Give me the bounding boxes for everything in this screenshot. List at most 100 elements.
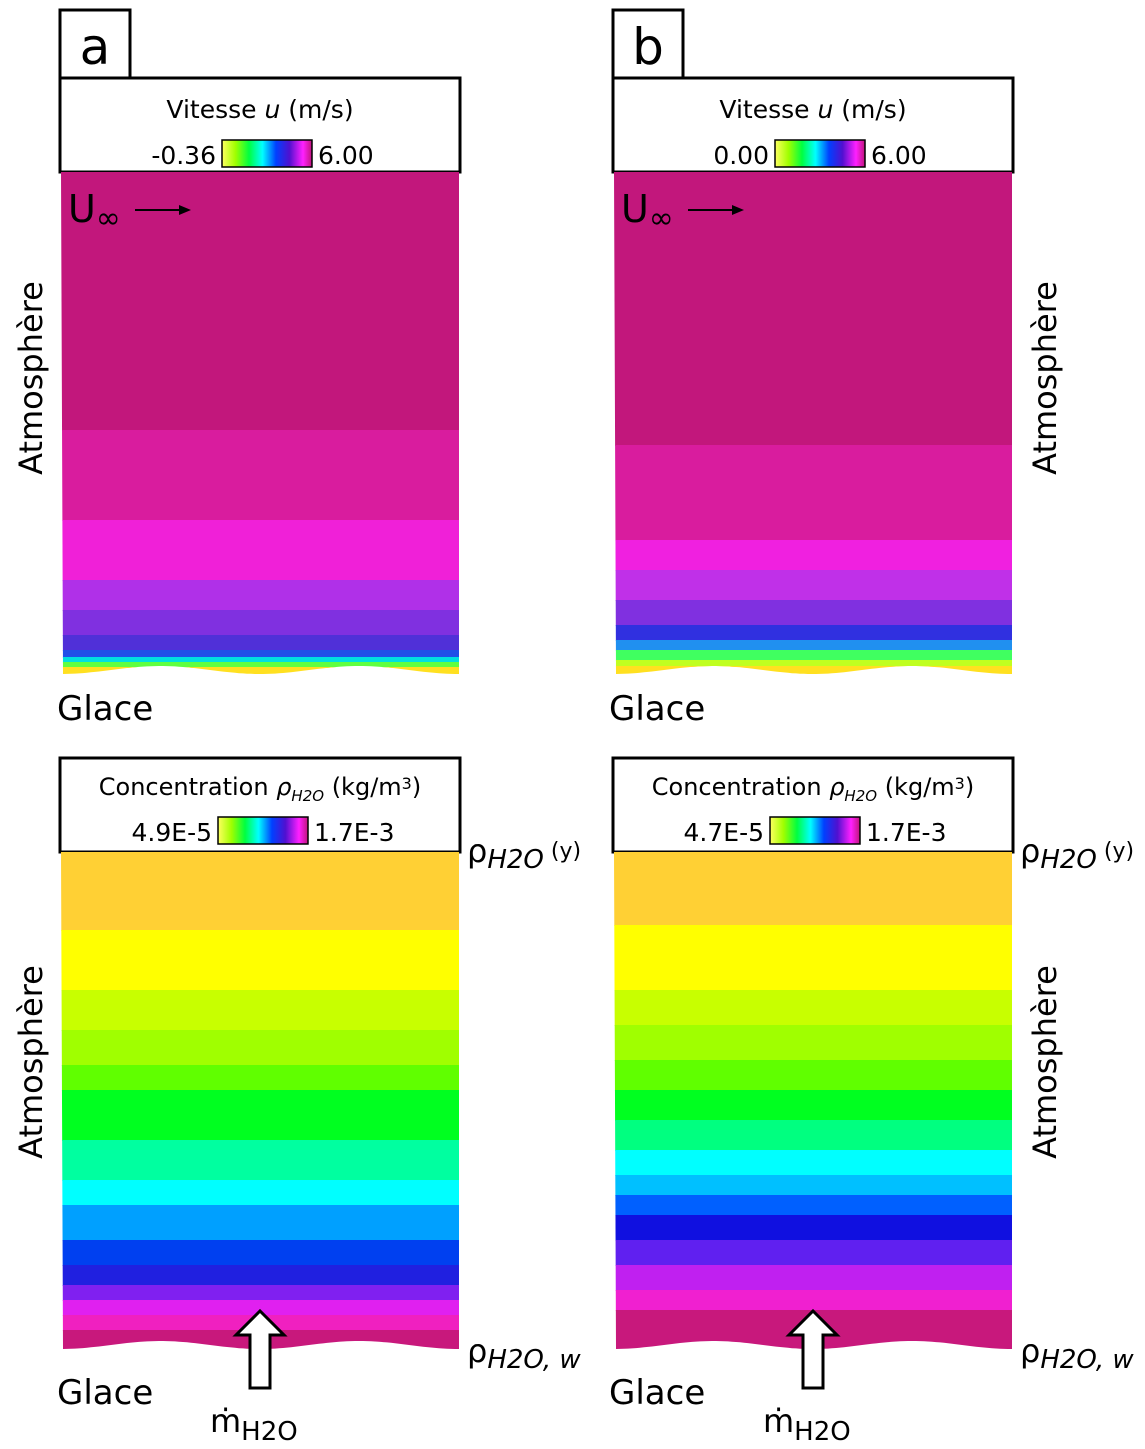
contour-band — [614, 1265, 1012, 1291]
contour-band — [61, 1180, 459, 1206]
contour-band — [614, 540, 1012, 571]
contour-band — [61, 1205, 459, 1241]
mass-flux-label-part: ṁ — [763, 1402, 794, 1440]
colorbar — [221, 139, 313, 168]
flux-arrow — [785, 1308, 841, 1390]
contour-band — [61, 1065, 459, 1091]
arrow-head — [179, 205, 191, 215]
contour-band — [614, 1025, 1012, 1061]
rho-wall-label-part: ρ — [467, 1332, 487, 1370]
mass-flux-label-part: ṁ — [210, 1402, 241, 1440]
contour-band — [614, 650, 1012, 661]
contour-band — [61, 610, 459, 636]
contour-band — [614, 990, 1012, 1026]
panel-label: b — [632, 18, 664, 76]
legend-max: 1.7E-3 — [866, 818, 946, 847]
freestream-label-part: ∞ — [96, 201, 121, 236]
legend-title-part: (m/s) — [833, 95, 906, 124]
contour-band — [61, 1300, 459, 1316]
contour-band — [61, 1265, 459, 1286]
legend-title-part: (kg/m — [877, 773, 955, 801]
contour-band — [61, 430, 459, 521]
contour-band — [614, 600, 1012, 626]
atmosphere-label: Atmosphère — [12, 281, 50, 475]
legend-title-part: (kg/m — [324, 773, 402, 801]
freestream-label: U∞ — [68, 187, 121, 236]
contour-band — [61, 990, 459, 1031]
contour-band — [614, 1175, 1012, 1196]
legend-title: Vitesse u (m/s) — [166, 95, 353, 124]
mass-flux-label: ṁH2O — [763, 1402, 851, 1447]
contour-band — [61, 930, 459, 991]
legend-title-part: Vitesse — [719, 95, 817, 124]
mass-flux-label-part: H2O — [794, 1417, 851, 1447]
contour-band — [614, 660, 1012, 667]
ice-label: Glace — [609, 689, 705, 729]
panel-label-box — [611, 8, 685, 80]
ice-label: Glace — [57, 1373, 153, 1413]
contour-band — [61, 667, 459, 674]
legend-max: 1.7E-3 — [314, 818, 394, 847]
contour-band — [614, 1215, 1012, 1241]
legend-title-part: u — [264, 95, 280, 124]
legend-title-part: 3 — [402, 774, 412, 793]
rho-top-label-part: H2O — [1040, 845, 1097, 875]
contour-band — [614, 1150, 1012, 1176]
colorbar — [774, 139, 866, 168]
legend-title-part: Concentration — [99, 773, 276, 801]
rho-wall-label-part: H2O, w — [1040, 1345, 1134, 1375]
legend-min: 4.9E-5 — [132, 818, 212, 847]
atmosphere-label: Atmosphère — [1026, 281, 1064, 475]
legend-title-part: ρ — [276, 773, 291, 801]
freestream-label-part: U — [68, 187, 96, 231]
atmosphere-label: Atmosphère — [1026, 965, 1064, 1159]
contour-band — [61, 1140, 459, 1181]
legend-title-part: ρ — [829, 773, 844, 801]
contour-field — [614, 852, 1012, 1349]
ice-label: Glace — [57, 689, 153, 729]
contour-field — [61, 852, 459, 1349]
contour-band — [614, 640, 1012, 651]
rho-top-label-part: (y) — [1097, 839, 1134, 864]
legend-max: 6.00 — [871, 141, 927, 170]
arrow-head — [732, 205, 744, 215]
contour-band — [61, 1285, 459, 1301]
rho-top-label: ρH2O (y) — [1020, 832, 1134, 875]
contour-band — [614, 445, 1012, 541]
contour-band — [614, 1195, 1012, 1216]
legend-title-part: 3 — [955, 774, 965, 793]
contour-band — [61, 1030, 459, 1066]
colorbar — [769, 816, 861, 845]
rho-wall-label-part: H2O, w — [487, 1345, 581, 1375]
legend-min: 4.7E-5 — [684, 818, 764, 847]
legend-title-part: H2O — [291, 787, 324, 805]
legend-title-part: ) — [412, 773, 421, 801]
contour-band — [61, 1090, 459, 1141]
legend-title-part: ) — [965, 773, 974, 801]
atmosphere-label: Atmosphère — [12, 965, 50, 1159]
contour-band — [61, 657, 459, 663]
contour-field — [614, 172, 1012, 674]
legend-title: Concentration ρH2O (kg/m3) — [652, 773, 974, 805]
contour-band — [61, 852, 459, 931]
contour-band — [61, 172, 459, 431]
legend-title-part: Vitesse — [166, 95, 264, 124]
contour-band — [61, 662, 459, 668]
contour-band — [61, 580, 459, 611]
legend-max: 6.00 — [318, 141, 374, 170]
legend-title-part: (m/s) — [280, 95, 353, 124]
contour-band — [614, 1090, 1012, 1121]
contour-band — [61, 650, 459, 658]
contour-band — [614, 570, 1012, 601]
rho-wall-label: ρH2O, w — [1020, 1332, 1134, 1375]
legend-title-part: H2O — [844, 787, 877, 805]
freestream-label: U∞ — [621, 187, 674, 236]
contour-band — [614, 172, 1012, 446]
legend-title: Vitesse u (m/s) — [719, 95, 906, 124]
freestream-label-part: U — [621, 187, 649, 231]
rho-top-label-part: ρ — [1020, 832, 1040, 870]
legend-title-part: u — [817, 95, 833, 124]
ice-label: Glace — [609, 1373, 705, 1413]
rho-top-label-part: H2O — [487, 845, 544, 875]
